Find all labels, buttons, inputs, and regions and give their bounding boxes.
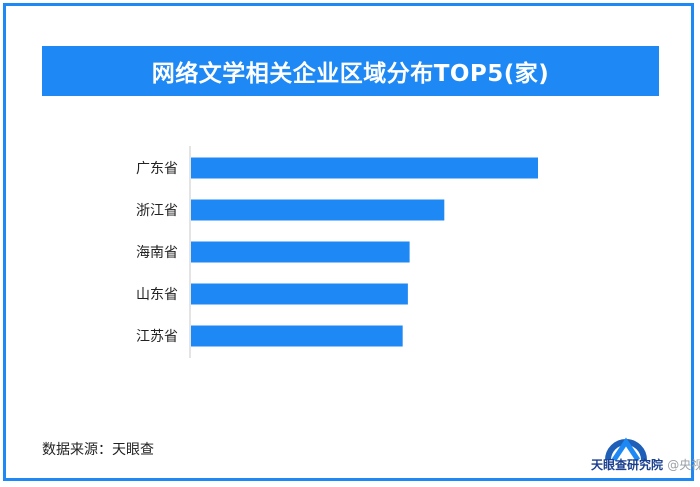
bars-group <box>191 157 538 347</box>
bar-1 <box>191 199 445 221</box>
category-label-1: 浙江省 <box>136 203 178 219</box>
logo-text: 天眼查研究院 @央视财经 <box>591 458 700 472</box>
chart-title: 网络文学相关企业区域分布TOP5(家) <box>42 46 659 96</box>
bar-3 <box>191 283 408 305</box>
chart-frame <box>3 3 694 481</box>
category-label-2: 海南省 <box>136 245 178 261</box>
category-label-4: 江苏省 <box>136 329 178 345</box>
data-source: 数据来源：天眼查 <box>42 442 154 458</box>
tianyancha-logo <box>605 437 647 462</box>
category-label-0: 广东省 <box>136 161 178 177</box>
bar-4 <box>191 325 403 347</box>
bar-2 <box>191 241 410 263</box>
bar-0 <box>191 157 538 179</box>
category-label-3: 山东省 <box>136 287 178 303</box>
